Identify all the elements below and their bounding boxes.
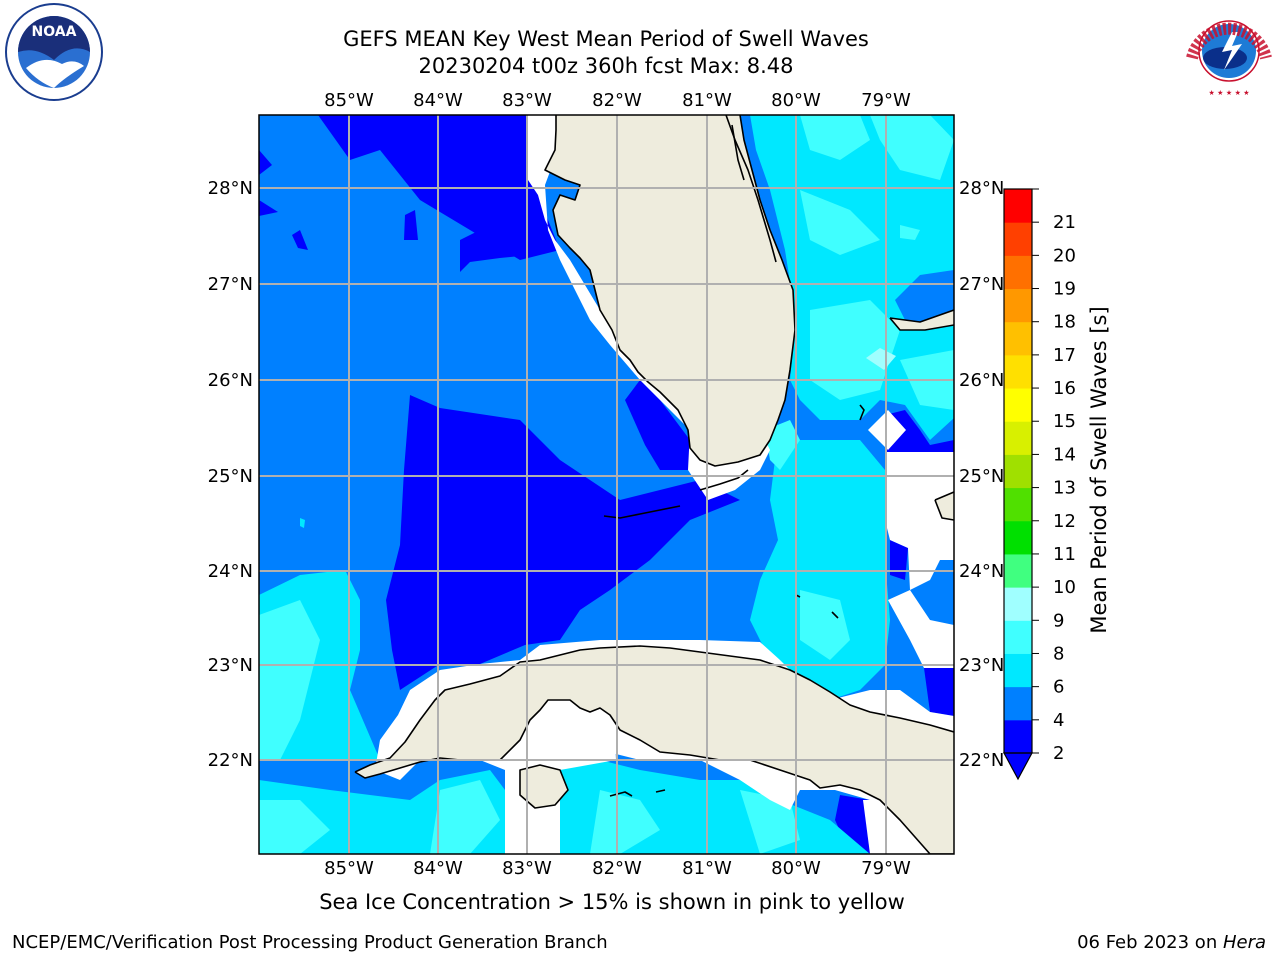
colorbar-tick-label: 21 — [1053, 212, 1076, 233]
colorbar-tick-label: 19 — [1053, 279, 1076, 300]
colorbar-tick-label: 11 — [1053, 544, 1076, 565]
lat-label: 26°N — [959, 370, 1004, 391]
colorbar-extend-arrow — [1002, 752, 1034, 781]
cuba — [355, 646, 954, 854]
nws-logo: ★ ★ ★ ★ ★ — [1182, 4, 1276, 98]
lon-labels-top: 85°W 84°W 83°W 82°W 81°W 80°W 79°W — [324, 90, 911, 111]
colorbar-tick-label: 10 — [1053, 577, 1076, 598]
colorbar-tick-label: 18 — [1053, 312, 1076, 333]
footer-machine: Hera — [1222, 932, 1266, 953]
colorbar-tick-label: 6 — [1053, 677, 1064, 698]
lat-label: 25°N — [208, 466, 253, 487]
colorbar-tick-label: 16 — [1053, 378, 1076, 399]
lon-label: 85°W — [324, 90, 374, 111]
colorbar-tick-label: 9 — [1053, 610, 1064, 631]
lon-label: 84°W — [413, 90, 463, 111]
lon-label: 81°W — [682, 858, 732, 879]
landmass — [355, 115, 954, 854]
lon-labels-bottom: 85°W 84°W 83°W 82°W 81°W 80°W 79°W — [324, 858, 911, 879]
colorbar-swatch — [1004, 487, 1032, 522]
lon-label: 82°W — [592, 858, 642, 879]
gridlines — [259, 115, 954, 854]
noaa-logo-text: NOAA — [32, 24, 77, 40]
contour-field — [259, 115, 954, 854]
colorbar-tick-label: 13 — [1053, 478, 1076, 499]
lon-label: 80°W — [771, 858, 821, 879]
chart-subtitle: 20230204 t00z 360h fcst Max: 8.48 — [418, 54, 794, 78]
lat-label: 24°N — [959, 561, 1004, 582]
lat-label: 22°N — [208, 750, 253, 771]
lon-label: 83°W — [502, 858, 552, 879]
lon-label: 85°W — [324, 858, 374, 879]
lon-label: 83°W — [502, 90, 552, 111]
lat-label: 25°N — [959, 466, 1004, 487]
svg-text:★ ★ ★ ★ ★: ★ ★ ★ ★ ★ — [1208, 89, 1249, 97]
sea-ice-note: Sea Ice Concentration > 15% is shown in … — [319, 890, 905, 914]
lat-label: 23°N — [208, 655, 253, 676]
colorbar-swatch — [1004, 686, 1032, 721]
colorbar-swatch — [1004, 388, 1032, 422]
colorbar-tick-label: 8 — [1053, 643, 1064, 664]
colorbar-tick-label: 15 — [1053, 411, 1076, 432]
colorbar-swatch — [1004, 354, 1032, 389]
lat-label: 24°N — [208, 561, 253, 582]
map-frame — [258, 114, 955, 855]
noaa-logo: NOAA — [5, 3, 103, 101]
lon-label: 79°W — [861, 858, 911, 879]
colorbar-swatch — [1004, 222, 1032, 256]
footer-date: 06 Feb 2023 on Hera — [1077, 932, 1266, 953]
lat-label: 26°N — [208, 370, 253, 391]
colorbar-swatch — [1004, 288, 1032, 323]
lat-label: 27°N — [959, 274, 1004, 295]
isla-de-la-juventud — [520, 765, 568, 808]
bahamas-grand-bahama — [890, 310, 954, 330]
lon-label: 79°W — [861, 90, 911, 111]
colorbar-tick-label: 4 — [1053, 710, 1064, 731]
colorbar-swatch — [1004, 454, 1032, 489]
colorbar-swatch — [1004, 620, 1032, 654]
colorbar-tick-label: 14 — [1053, 444, 1076, 465]
colorbar-tick-label: 12 — [1053, 511, 1076, 532]
lat-label: 28°N — [959, 178, 1004, 199]
lat-label: 23°N — [959, 655, 1004, 676]
colorbar-swatch — [1004, 255, 1032, 290]
florida-peninsula — [545, 115, 795, 466]
colorbar-swatch — [1004, 189, 1032, 223]
bahamas-andros — [935, 492, 954, 520]
lat-label: 28°N — [208, 178, 253, 199]
footer-branch: NCEP/EMC/Verification Post Processing Pr… — [12, 932, 608, 953]
lon-label: 80°W — [771, 90, 821, 111]
lon-label: 82°W — [592, 90, 642, 111]
chart-title: GEFS MEAN Key West Mean Period of Swell … — [343, 27, 869, 51]
colorbar-swatch — [1004, 520, 1032, 555]
colorbar-swatch — [1004, 587, 1032, 621]
colorbar-swatch — [1004, 719, 1032, 754]
colorbar-swatch — [1004, 421, 1032, 455]
lat-labels-right: 28°N 27°N 26°N 25°N 24°N 23°N 22°N — [959, 178, 1004, 771]
lat-label: 22°N — [959, 750, 1004, 771]
lon-label: 81°W — [682, 90, 732, 111]
colorbar-label: Mean Period of Swell Waves [s] — [1087, 306, 1111, 633]
colorbar-frame — [1003, 188, 1033, 754]
colorbar: 2 4 6 8 9 10 11 12 13 14 15 16 17 18 19 20 21 — [1002, 188, 1076, 781]
lat-labels-left: 28°N 27°N 26°N 25°N 24°N 23°N 22°N — [208, 178, 253, 771]
lat-label: 27°N — [208, 274, 253, 295]
footer-date-text: 06 Feb 2023 on — [1077, 932, 1223, 953]
lon-label: 84°W — [413, 858, 463, 879]
colorbar-swatch — [1004, 321, 1032, 356]
colorbar-tick-label: 17 — [1053, 345, 1076, 366]
band-9-10-regions — [866, 348, 896, 370]
band-8-9-regions — [259, 115, 954, 854]
colorbar-swatch — [1004, 553, 1032, 588]
colorbar-tick-label: 20 — [1053, 245, 1076, 266]
colorbar-tick-label: 2 — [1053, 743, 1064, 764]
colorbar-swatch — [1004, 653, 1032, 688]
